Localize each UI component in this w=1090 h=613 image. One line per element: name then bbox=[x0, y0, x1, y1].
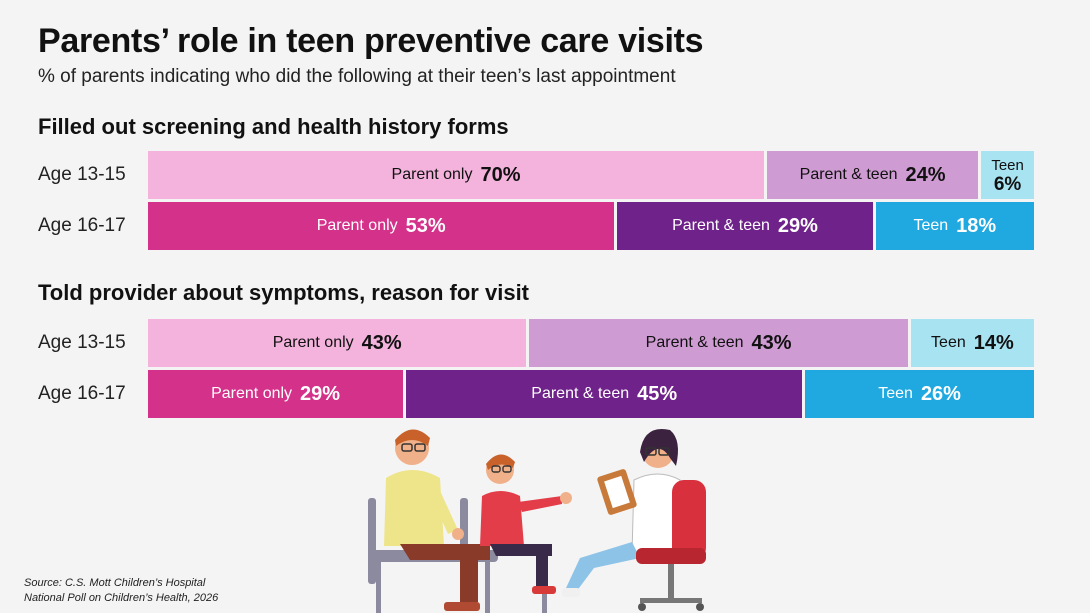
segment-series-label: Parent & teen bbox=[531, 385, 630, 402]
bar-segment: Parent only 43% bbox=[148, 319, 527, 367]
segment-series-label: Parent only bbox=[211, 385, 293, 402]
segment-series-label: Parent & teen bbox=[645, 334, 744, 351]
bar-row: Parent only 29% Parent & teen 45% Teen 26% bbox=[148, 370, 1034, 418]
parent-figure-icon bbox=[384, 429, 490, 611]
bar-row: Parent only 43% Parent & teen 43% Teen 14% bbox=[148, 319, 1035, 367]
bar-segment: Parent & teen 24% bbox=[767, 151, 979, 199]
teen-figure-icon bbox=[480, 454, 572, 594]
segment-series-label: Parent only bbox=[272, 334, 354, 351]
bar-segment: Teen 26% bbox=[805, 370, 1034, 418]
bar-segment: Parent & teen 43% bbox=[529, 319, 908, 367]
segment-value-label: 24% bbox=[905, 163, 946, 186]
bar-segment: Parent & teen 29% bbox=[617, 202, 873, 250]
segment-series-label: Parent only bbox=[316, 217, 398, 234]
segment-value-label: 26% bbox=[920, 382, 961, 405]
category-label: Age 16-17 bbox=[38, 383, 126, 404]
source-line: Source: C.S. Mott Children’s Hospital bbox=[24, 577, 206, 589]
bar-row: Parent only 53% Parent & teen 29% Teen 18% bbox=[148, 202, 1035, 250]
category-label: Age 13-15 bbox=[38, 332, 126, 353]
bar-segment: Teen 14% bbox=[910, 319, 1035, 367]
segment-series-label: Parent & teen bbox=[799, 166, 898, 183]
office-chair-icon bbox=[636, 480, 706, 611]
doctor-visit-illustration bbox=[368, 428, 706, 613]
bar-segment: Teen 6% bbox=[981, 151, 1034, 199]
chart-title: Parents’ role in teen preventive care vi… bbox=[38, 22, 704, 60]
category-label: Age 13-15 bbox=[38, 164, 126, 185]
chart-subtitle: % of parents indicating who did the foll… bbox=[38, 66, 676, 87]
segment-value-label: 6% bbox=[993, 174, 1022, 195]
doctor-figure-icon bbox=[562, 428, 685, 597]
bar-segment: Teen 18% bbox=[875, 202, 1035, 250]
bar-row: Parent only 70% Parent & teen 24% Teen 6% bbox=[148, 151, 1034, 199]
bar-segment: Parent only 70% bbox=[148, 151, 764, 199]
segment-value-label: 29% bbox=[300, 382, 341, 405]
segment-value-label: 70% bbox=[480, 163, 521, 186]
category-label: Age 16-17 bbox=[38, 215, 126, 236]
bar-segment: Parent only 29% bbox=[148, 370, 404, 418]
segment-value-label: 14% bbox=[973, 331, 1014, 354]
segment-series-label: Teen bbox=[878, 385, 913, 402]
segment-series-label: Teen bbox=[991, 157, 1024, 174]
bar-segment: Parent & teen 45% bbox=[406, 370, 803, 418]
section-title: Filled out screening and health history … bbox=[38, 114, 509, 139]
segment-value-label: 43% bbox=[361, 331, 402, 354]
segment-value-label: 29% bbox=[777, 214, 818, 237]
bar-segment: Parent only 53% bbox=[148, 202, 615, 250]
source-line: National Poll on Children’s Health, 2026 bbox=[24, 592, 219, 604]
segment-value-label: 53% bbox=[405, 214, 446, 237]
segment-series-label: Teen bbox=[913, 217, 949, 234]
segment-value-label: 18% bbox=[956, 214, 997, 237]
segment-series-label: Parent & teen bbox=[672, 217, 770, 234]
segment-series-label: Teen bbox=[931, 334, 966, 351]
section-title: Told provider about symptoms, reason for… bbox=[38, 280, 530, 305]
segment-value-label: 43% bbox=[751, 331, 792, 354]
segment-value-label: 45% bbox=[637, 382, 678, 405]
segment-series-label: Parent only bbox=[391, 166, 473, 183]
source-note: Source: C.S. Mott Children’s Hospital Na… bbox=[24, 576, 218, 606]
